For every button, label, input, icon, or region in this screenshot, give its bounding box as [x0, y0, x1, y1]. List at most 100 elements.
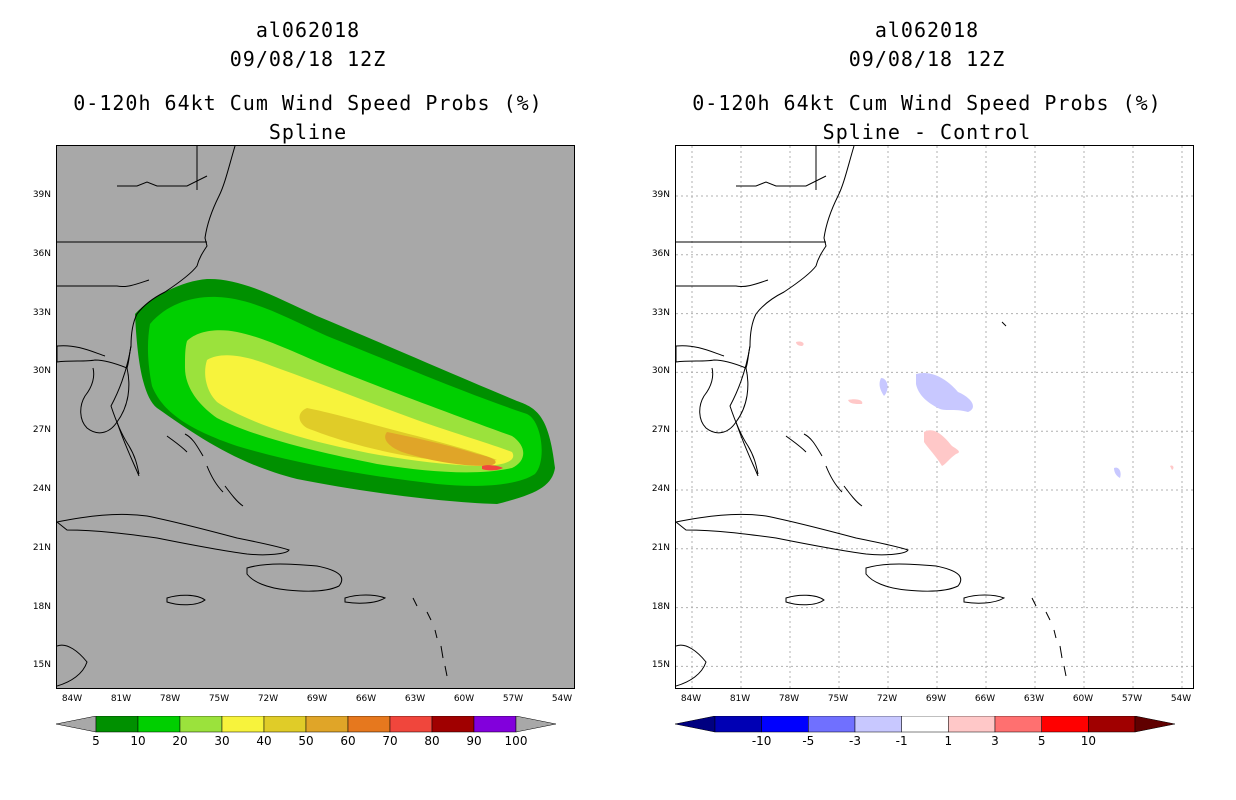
lon-label: 60W: [453, 694, 475, 704]
lon-label: 72W: [876, 694, 898, 704]
lon-label: 84W: [61, 694, 83, 704]
lon-label: 57W: [502, 694, 524, 704]
negative-diff-area: [916, 372, 973, 412]
colorbar-label: 1: [944, 734, 953, 748]
colorbar-label: 30: [214, 734, 230, 748]
contour-50: [385, 432, 496, 466]
right-map: [676, 146, 1193, 688]
right-map-background: [676, 146, 1193, 688]
coastlines: [57, 146, 448, 687]
lon-label: 57W: [1121, 694, 1143, 704]
lat-label: 36N: [32, 248, 51, 259]
colorbar-label: 90: [466, 734, 482, 748]
lon-label: 69W: [306, 694, 328, 704]
lon-label: 78W: [159, 694, 181, 704]
lat-label: 36N: [651, 248, 670, 259]
colorbar-label: 3: [991, 734, 999, 748]
left-datetime: 09/08/18 12Z: [229, 47, 387, 71]
lon-label: 63W: [1023, 694, 1045, 704]
colorbar-segment: [95, 716, 139, 733]
colorbar-segment: [714, 716, 762, 733]
colorbar-segment: [389, 716, 433, 733]
colorbar-segment: [761, 716, 809, 733]
colorbar-arrow-low: [675, 716, 716, 733]
colorbar-arrow-high: [515, 716, 556, 733]
colorbar-label: -5: [802, 734, 815, 748]
graticule: [676, 146, 1193, 688]
colorbar-segment: [901, 716, 949, 733]
colorbar-segment: [431, 716, 475, 733]
lat-label: 15N: [651, 660, 670, 671]
colorbar-segment: [137, 716, 181, 733]
colorbar-label: 50: [298, 734, 314, 748]
colorbar-label: 100: [504, 734, 528, 748]
right-subtitle: Spline - Control: [822, 120, 1032, 144]
lon-label: 78W: [778, 694, 800, 704]
colorbar-segment: [1041, 716, 1089, 733]
left-colorbar: [56, 716, 556, 733]
lat-label: 39N: [32, 190, 51, 200]
lon-label: 54W: [1170, 694, 1192, 704]
lon-label: 72W: [257, 694, 279, 704]
colorbar-segment: [221, 716, 265, 733]
lon-label: 54W: [551, 694, 573, 704]
probability-swath: [135, 278, 555, 504]
colorbar-label: 10: [1080, 734, 1096, 748]
lon-label: 81W: [729, 694, 751, 704]
lon-label: 84W: [680, 694, 702, 704]
colorbar-label: -1: [895, 734, 908, 748]
left-storm-id: al062018: [255, 18, 361, 42]
lat-label: 33N: [651, 307, 670, 318]
colorbar-label: -3: [849, 734, 861, 748]
left-map: [57, 146, 574, 688]
lat-label: 18N: [651, 601, 670, 612]
lat-label: 27N: [32, 425, 51, 436]
colorbar-arrow-high: [1134, 716, 1175, 733]
colorbar-segment: [854, 716, 902, 733]
lat-label: 15N: [32, 660, 51, 671]
colorbar-segment: [1088, 716, 1136, 733]
difference-features: [796, 341, 1174, 478]
left-map-panel: [56, 145, 575, 689]
lat-label: 39N: [651, 190, 670, 200]
contour-30: [205, 355, 514, 466]
colorbar-segment: [994, 716, 1042, 733]
colorbar-label: 60: [340, 734, 356, 748]
left-subtitle: Spline: [268, 120, 348, 144]
lon-label: 69W: [925, 694, 947, 704]
colorbar-segment: [263, 716, 307, 733]
lon-label: 75W: [827, 694, 849, 704]
colorbar-label: 40: [256, 734, 272, 748]
right-title: 0-120h 64kt Cum Wind Speed Probs (%): [692, 91, 1162, 115]
lon-label: 66W: [974, 694, 996, 704]
positive-diff-area: [924, 430, 959, 466]
positive-diff-small-2: [848, 399, 863, 404]
negative-diff-small-2: [1114, 467, 1121, 478]
lat-label: 33N: [32, 307, 51, 318]
lon-label: 81W: [110, 694, 132, 704]
colorbar-segment: [473, 716, 517, 733]
colorbar-label: 80: [424, 734, 440, 748]
coastlines-right: [676, 146, 1067, 687]
right-colorbar: [675, 716, 1175, 733]
lat-label: 24N: [32, 484, 51, 494]
positive-diff-small-3: [1170, 465, 1174, 470]
colorbar-label: 20: [172, 734, 188, 748]
colorbar-label: 5: [92, 734, 100, 748]
right-map-panel: [675, 145, 1194, 689]
lon-label: 66W: [355, 694, 377, 704]
colorbar-segment: [948, 716, 996, 733]
colorbar-segment: [179, 716, 223, 733]
left-title: 0-120h 64kt Cum Wind Speed Probs (%): [73, 91, 543, 115]
lat-label: 30N: [32, 366, 51, 377]
right-datetime: 09/08/18 12Z: [848, 47, 1006, 71]
colorbar-label: 10: [130, 734, 146, 748]
colorbar-label: 5: [1037, 734, 1046, 748]
lat-label: 21N: [651, 542, 670, 553]
lat-label: 21N: [32, 542, 51, 553]
contour-70: [482, 465, 503, 471]
colorbar-label: -10: [751, 734, 772, 748]
colorbar-segment: [347, 716, 391, 733]
lon-label: 75W: [208, 694, 230, 704]
positive-diff-small-1: [796, 341, 804, 346]
